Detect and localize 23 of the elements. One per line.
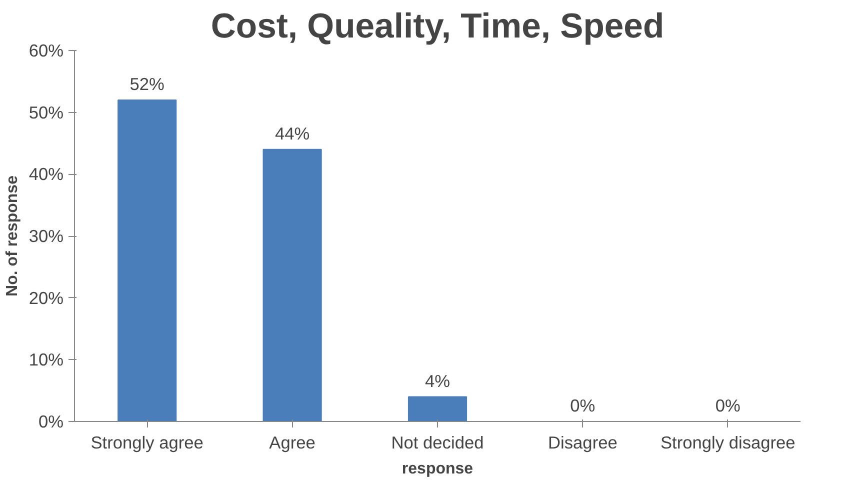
x-axis-title: response: [402, 460, 474, 478]
y-axis-title: No. of response: [4, 175, 21, 296]
y-tick-label: 0%: [38, 412, 64, 432]
data-label: 52%: [130, 74, 164, 94]
y-tick-label: 30%: [28, 226, 64, 246]
data-label: 4%: [424, 370, 450, 391]
chart-title: Cost, Queality, Time, Speed: [210, 8, 664, 46]
x-tick-label: Not decided: [391, 432, 484, 452]
data-label: 0%: [715, 396, 740, 416]
y-tick-label: 40%: [28, 164, 64, 184]
data-label: 0%: [570, 396, 596, 416]
x-tick-label: Disagree: [548, 432, 618, 452]
bar: [408, 396, 468, 422]
bar: [262, 148, 322, 422]
x-tick-label: Strongly disagree: [660, 432, 796, 452]
y-tick-label: 20%: [28, 288, 64, 308]
x-tick-label: Strongly agree: [90, 432, 204, 452]
data-label: 44%: [274, 123, 310, 144]
y-tick-label: 10%: [28, 350, 64, 370]
bar: [118, 99, 177, 422]
y-tick-label: 60%: [28, 40, 64, 60]
x-tick-label: Agree: [269, 432, 316, 452]
y-tick-label: 50%: [28, 102, 64, 122]
